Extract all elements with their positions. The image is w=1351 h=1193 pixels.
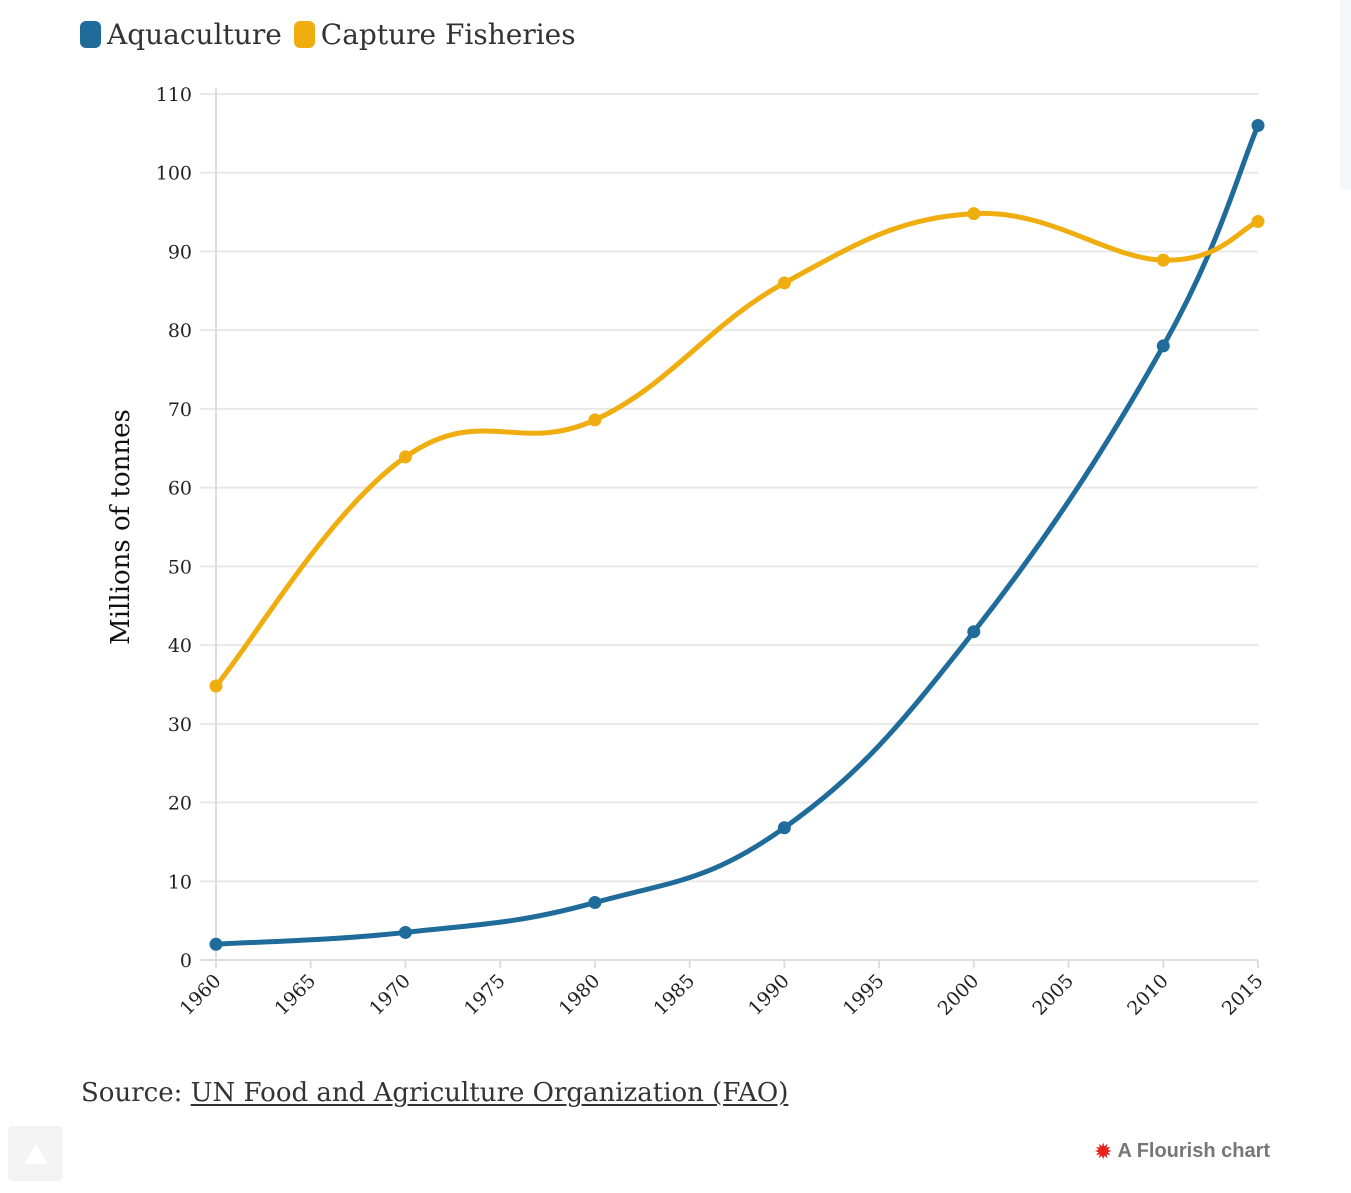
x-tick-label: 1975 <box>460 970 510 1020</box>
series-points <box>209 118 1265 951</box>
x-tick-label: 2015 <box>1218 970 1268 1020</box>
x-tick-label: 2005 <box>1028 970 1078 1020</box>
x-tick-label: 2000 <box>934 970 984 1020</box>
data-point-aquaculture[interactable] <box>1251 118 1265 132</box>
y-tick-label: 90 <box>168 241 192 263</box>
data-point-capture-fisheries[interactable] <box>398 450 412 464</box>
gridlines <box>200 88 1258 961</box>
y-tick-label: 70 <box>168 399 192 421</box>
legend-item-capture-fisheries[interactable]: Capture Fisheries <box>293 17 576 51</box>
x-axis: 1960 1965 1970 1975 1980 1985 1990 1995 2000 2005… <box>176 960 1268 1020</box>
y-tick-label: 80 <box>168 320 192 342</box>
legend-label-aquaculture: Aquaculture <box>107 17 282 51</box>
data-point-capture-fisheries[interactable] <box>1251 215 1265 229</box>
x-tick-label: 1990 <box>744 970 794 1020</box>
legend-label-capture-fisheries: Capture Fisheries <box>320 17 576 51</box>
side-strip <box>1340 0 1351 190</box>
source-prefix: Source: <box>81 1078 191 1108</box>
source-link[interactable]: UN Food and Agriculture Organization (FA… <box>190 1078 789 1108</box>
y-tick-label: 100 <box>156 163 192 185</box>
flourish-star-icon: ✹ <box>1094 1138 1113 1164</box>
data-point-capture-fisheries[interactable] <box>967 207 981 221</box>
y-axis-ticks: 0 10 20 30 40 50 60 70 80 90 100 110 <box>156 84 192 972</box>
y-tick-label: 60 <box>168 478 192 500</box>
x-tick-label: 1970 <box>365 970 415 1020</box>
source-note: Source: UN Food and Agriculture Organiza… <box>81 1078 788 1108</box>
legend-swatch-aquaculture <box>80 20 101 48</box>
y-tick-label: 110 <box>156 84 192 106</box>
x-tick-label: 2010 <box>1123 970 1173 1020</box>
y-tick-label: 10 <box>168 871 192 893</box>
x-tick-label: 1985 <box>649 970 699 1020</box>
data-point-aquaculture[interactable] <box>209 937 223 951</box>
data-point-capture-fisheries[interactable] <box>209 679 223 693</box>
x-tick-label: 1965 <box>271 970 321 1020</box>
data-point-capture-fisheries[interactable] <box>1156 253 1170 267</box>
legend-item-aquaculture[interactable]: Aquaculture <box>80 18 282 51</box>
legend: Aquaculture Capture Fisheries <box>80 14 576 54</box>
data-point-aquaculture[interactable] <box>398 925 412 939</box>
y-tick-label: 30 <box>168 714 192 736</box>
series-line-aquaculture[interactable] <box>213 122 1261 947</box>
series-line-capture-fisheries[interactable] <box>213 210 1261 689</box>
data-point-aquaculture[interactable] <box>967 625 981 639</box>
data-point-aquaculture[interactable] <box>588 896 602 910</box>
data-point-aquaculture[interactable] <box>777 821 791 835</box>
legend-swatch-capture-fisheries <box>293 20 315 48</box>
y-tick-label: 0 <box>180 950 192 972</box>
data-point-capture-fisheries[interactable] <box>588 413 602 427</box>
y-tick-label: 40 <box>168 635 192 657</box>
y-tick-label: 50 <box>168 556 192 578</box>
series-lines <box>213 122 1261 947</box>
credit-text: A Flourish chart <box>1117 1140 1271 1162</box>
x-tick-label: 1995 <box>839 970 889 1020</box>
y-tick-label: 20 <box>168 793 192 815</box>
triangle-up-icon <box>23 1143 48 1164</box>
flourish-credit[interactable]: ✹ A Flourish chart <box>1094 1140 1270 1163</box>
scroll-to-top-button[interactable] <box>8 1126 63 1181</box>
x-tick-label: 1980 <box>555 970 605 1020</box>
y-axis-label: Millions of tonnes <box>106 409 136 645</box>
x-tick-label: 1960 <box>176 970 226 1020</box>
data-point-aquaculture[interactable] <box>1156 339 1170 353</box>
data-point-capture-fisheries[interactable] <box>777 276 791 290</box>
